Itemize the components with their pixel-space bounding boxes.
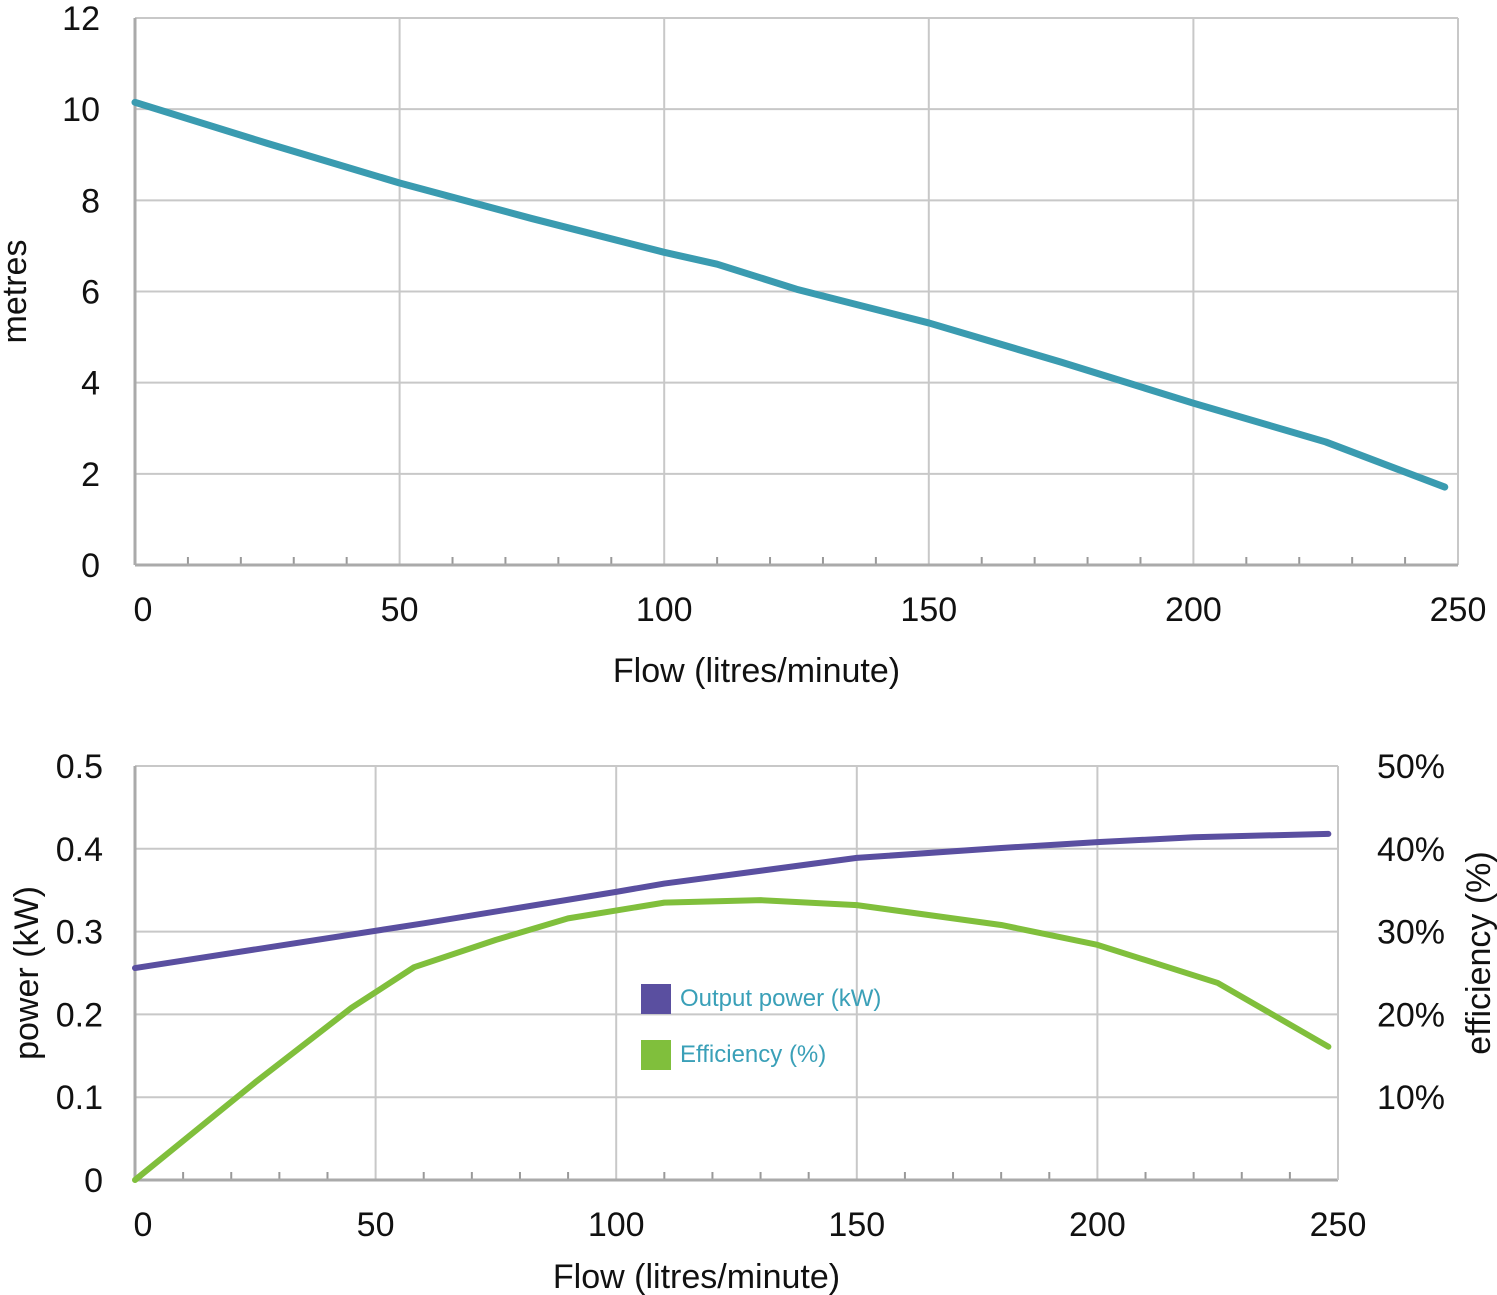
x-axis-label: Flow (litres/minute) xyxy=(553,1258,840,1295)
y2-tick-label: 20% xyxy=(1377,996,1445,1034)
y2-tick-label: 50% xyxy=(1377,748,1445,786)
y-tick-label: 4 xyxy=(81,365,100,403)
y2-tick-label: 40% xyxy=(1377,831,1445,869)
y-tick-label: 0.4 xyxy=(56,831,103,869)
y-tick-label: 0.1 xyxy=(56,1079,103,1117)
y2-tick-label: 10% xyxy=(1377,1079,1445,1117)
legend-label: Output power (kW) xyxy=(680,985,881,1012)
efficiency-line xyxy=(132,897,1332,1183)
y-tick-label: 12 xyxy=(62,0,100,38)
y-tick-label: 0 xyxy=(81,547,100,585)
x-tick-label: 100 xyxy=(588,1206,645,1244)
y2-axis-label: efficiency (%) xyxy=(1460,851,1497,1054)
y-axis-label: power (kW) xyxy=(8,886,46,1060)
y-axis-label: metres xyxy=(0,240,34,344)
x-tick-label: 50 xyxy=(357,1206,395,1244)
x-tick-label: 50 xyxy=(381,591,419,629)
head-chart: 0 2 4 6 8 10 12 0 50 100 150 200 250 Flow (litres/min… xyxy=(0,0,1486,690)
x-tick-label: 0 xyxy=(134,591,153,629)
x-tick-label: 200 xyxy=(1069,1206,1126,1244)
x-tick-label: 200 xyxy=(1165,591,1222,629)
y-tick-label: 0 xyxy=(84,1162,103,1200)
x-tick-label: 250 xyxy=(1430,591,1487,629)
x-tick-label: 250 xyxy=(1310,1206,1367,1244)
y-tick-label: 0.3 xyxy=(56,914,103,952)
x-tick-label: 150 xyxy=(900,591,957,629)
power-efficiency-chart: 0 0.1 0.2 0.3 0.4 0.5 0 50 100 150 200 250 Flow (lit… xyxy=(8,748,1497,1295)
y-tick-label: 8 xyxy=(81,182,100,220)
y-tick-label: 10 xyxy=(62,91,100,129)
x-axis-label: Flow (litres/minute) xyxy=(613,652,900,690)
legend-swatch-efficiency xyxy=(641,1040,671,1070)
x-tick-label: 100 xyxy=(636,591,693,629)
y-tick-label: 6 xyxy=(81,274,100,312)
y-tick-label: 0.2 xyxy=(56,996,103,1034)
head-curve-line xyxy=(131,98,1449,491)
power-line xyxy=(132,830,1332,972)
x-tick-label: 150 xyxy=(828,1206,885,1244)
x-tick-label: 0 xyxy=(134,1206,153,1244)
y2-tick-label: 30% xyxy=(1377,914,1445,952)
y-tick-label: 0.5 xyxy=(56,748,103,786)
legend-swatch-power xyxy=(641,984,671,1014)
y-tick-label: 2 xyxy=(81,456,100,494)
legend-label: Efficiency (%) xyxy=(680,1041,826,1068)
